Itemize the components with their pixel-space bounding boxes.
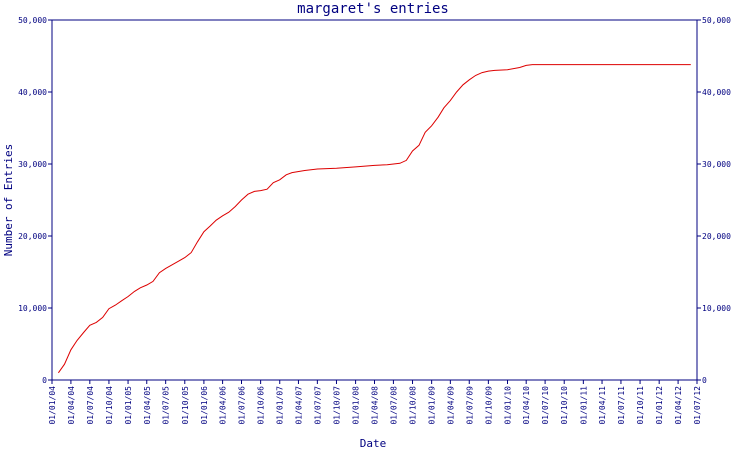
x-tick-label: 01/04/12 <box>674 386 683 425</box>
y-tick-label-right: 30,000 <box>702 160 731 169</box>
x-tick-label: 01/07/09 <box>465 386 474 425</box>
y-tick-label-right: 20,000 <box>702 232 731 241</box>
x-tick-label: 01/01/05 <box>124 386 133 425</box>
x-tick-label: 01/04/08 <box>371 386 380 425</box>
x-tick-label: 01/01/12 <box>655 386 664 425</box>
x-tick-label: 01/01/04 <box>48 386 57 425</box>
y-tick-label-left: 20,000 <box>18 232 47 241</box>
y-tick-label-right: 0 <box>702 376 707 385</box>
x-tick-label: 01/10/08 <box>409 386 418 425</box>
x-tick-label: 01/04/05 <box>143 386 152 425</box>
x-tick-label: 01/10/06 <box>257 386 266 425</box>
x-tick-label: 01/07/07 <box>313 386 322 425</box>
x-tick-label: 01/04/10 <box>522 386 531 425</box>
plot-area: 0 10,000 20,000 30,000 40,000 50,000 0 10,000 2… <box>18 16 731 425</box>
x-tick-label: 01/01/08 <box>352 386 361 425</box>
y-tick-label-right: 10,000 <box>702 304 731 313</box>
y-axis-left: 0 10,000 20,000 30,000 40,000 50,000 <box>18 16 52 385</box>
x-tick-label: 01/10/10 <box>560 386 569 425</box>
x-tick-label: 01/04/09 <box>446 386 455 425</box>
x-tick-label: 01/01/06 <box>200 386 209 425</box>
chart-title: margaret's entries <box>297 1 449 17</box>
y-tick-label-left: 0 <box>42 376 47 385</box>
y-axis-right: 0 10,000 20,000 30,000 40,000 50,000 <box>697 16 731 385</box>
x-tick-label: 01/07/06 <box>238 386 247 425</box>
x-tick-label: 01/07/05 <box>162 386 171 425</box>
y-axis-label: Number of Entries <box>2 144 15 257</box>
x-tick-label: 01/01/07 <box>276 386 285 425</box>
y-tick-label-right: 50,000 <box>702 16 731 25</box>
x-tick-label: 01/01/09 <box>428 386 437 425</box>
x-tick-label: 01/07/04 <box>86 386 95 425</box>
x-tick-label: 01/04/04 <box>67 386 76 425</box>
x-tick-label: 01/10/09 <box>484 386 493 425</box>
x-tick-label: 01/04/06 <box>219 386 228 425</box>
x-tick-label: 01/04/11 <box>598 386 607 425</box>
x-tick-label: 01/07/08 <box>389 386 398 425</box>
y-tick-label-left: 50,000 <box>18 16 47 25</box>
x-tick-label: 01/07/11 <box>617 386 626 425</box>
x-tick-label: 01/10/11 <box>636 386 645 425</box>
x-tick-label: 01/10/04 <box>105 386 114 425</box>
x-tick-label: 01/01/11 <box>579 386 588 425</box>
x-axis: 01/01/04 01/04/04 01/07/04 01/10/04 01/01/05… <box>48 380 702 425</box>
x-axis-label: Date <box>360 437 387 450</box>
x-tick-label: 01/07/10 <box>541 386 550 425</box>
x-tick-label: 01/01/10 <box>503 386 512 425</box>
x-tick-label: 01/04/07 <box>294 386 303 425</box>
x-tick-label: 01/07/12 <box>693 386 702 425</box>
x-tick-label: 01/10/05 <box>181 386 190 425</box>
x-tick-label: 01/10/07 <box>332 386 341 425</box>
series-line <box>57 64 691 374</box>
y-tick-label-left: 10,000 <box>18 304 47 313</box>
y-tick-label-left: 40,000 <box>18 88 47 97</box>
y-tick-label-left: 30,000 <box>18 160 47 169</box>
y-tick-label-right: 40,000 <box>702 88 731 97</box>
plot-frame <box>51 19 698 381</box>
